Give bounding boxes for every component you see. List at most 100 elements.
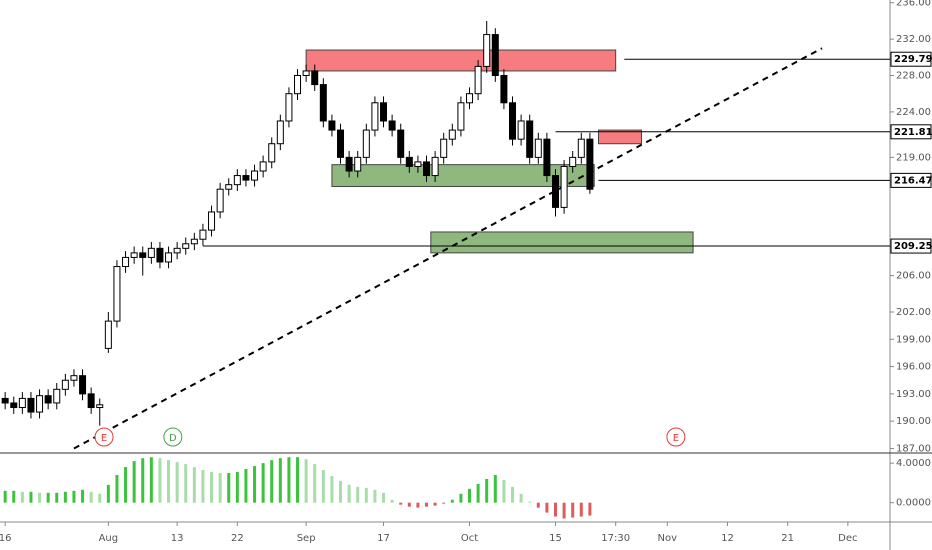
oscillator-bar — [149, 457, 153, 503]
oscillator-bar — [141, 458, 145, 503]
oscillator-bar — [12, 490, 16, 503]
oscillator-bar — [132, 461, 136, 503]
price-label-box — [890, 51, 932, 67]
candle-body — [569, 156, 577, 167]
oscillator-bar — [210, 472, 214, 503]
oscillator-bar — [399, 502, 403, 505]
event-marker — [666, 427, 686, 447]
candle-body — [423, 161, 431, 177]
oscillator-bar — [175, 462, 179, 503]
oscillator-bar — [321, 470, 325, 503]
candle-body — [311, 70, 319, 86]
candle-body — [53, 388, 61, 404]
candle-body — [500, 75, 508, 104]
candle-body — [440, 138, 448, 158]
oscillator-bar — [511, 486, 515, 503]
candle-body — [509, 102, 517, 140]
y-tick-label: 196.00 — [896, 362, 931, 373]
price-label-box — [890, 238, 932, 254]
oscillator-bar — [304, 459, 308, 503]
oscillator-bar — [106, 484, 110, 503]
candle-body — [354, 156, 362, 172]
y-tick-label: 190.00 — [896, 416, 931, 427]
zone — [430, 231, 694, 254]
candle-body — [27, 397, 35, 413]
oscillator-bar — [588, 502, 592, 516]
y-tick-label: 187.00 — [896, 443, 931, 454]
candle-body — [79, 375, 87, 395]
candle-body — [526, 120, 534, 158]
x-tick-label: Aug — [99, 533, 119, 544]
candle-body — [182, 243, 190, 249]
candle-body — [483, 34, 491, 67]
candle-body — [397, 129, 405, 158]
oscillator-bar — [89, 491, 93, 503]
candle-body — [96, 404, 104, 409]
y-tick-label: 206.00 — [896, 271, 931, 282]
event-marker — [94, 427, 114, 447]
candle-body — [345, 156, 353, 172]
oscillator-bar — [29, 491, 33, 503]
oscillator-bar — [98, 493, 102, 503]
candle-body — [1, 397, 9, 404]
price-label-box — [890, 172, 932, 188]
candle-body — [104, 320, 112, 349]
zone — [331, 164, 595, 187]
oscillator-bar — [46, 492, 50, 503]
zone — [597, 129, 642, 145]
oscillator-bar — [3, 490, 7, 503]
candle-body — [44, 395, 52, 404]
candle-body — [259, 161, 267, 172]
candle-body — [233, 175, 241, 186]
candle-body — [448, 129, 456, 140]
oscillator-bar — [433, 502, 437, 506]
x-tick-label: 17 — [377, 533, 390, 544]
candle-body — [362, 129, 370, 158]
candle-body — [560, 165, 568, 208]
candle-body — [199, 229, 207, 240]
candle-body — [173, 247, 181, 254]
candle-body — [147, 247, 155, 258]
event-label: E — [101, 433, 107, 444]
x-tick-label: Sep — [297, 533, 316, 544]
y-tick-label: 199.00 — [896, 334, 931, 345]
oscillator-bar — [493, 474, 497, 503]
oscillator-bar — [184, 464, 188, 503]
oscillator-bar — [407, 502, 411, 507]
oscillator-bar — [416, 502, 420, 508]
oscillator-bar — [270, 460, 274, 503]
candle-body — [190, 238, 198, 245]
candle-body — [294, 75, 302, 95]
oscillator-bar — [364, 487, 368, 503]
oscillator-bar — [382, 492, 386, 503]
candle-body — [371, 102, 379, 131]
candle-body — [586, 138, 594, 190]
oscillator-bar — [278, 458, 282, 503]
x-tick-label: 12 — [721, 533, 734, 544]
candle-body — [10, 402, 18, 409]
x-tick-label: 13 — [171, 533, 184, 544]
price-label: 209.25 — [894, 241, 932, 252]
candle-body — [337, 129, 345, 158]
x-tick-label: 22 — [231, 533, 244, 544]
candle-body — [242, 175, 250, 181]
oscillator-bar — [356, 486, 360, 503]
oscillator-bar — [528, 501, 532, 503]
oscillator-bar — [468, 488, 472, 503]
candle-body — [251, 170, 259, 181]
oscillator-bar — [81, 489, 85, 503]
oscillator-bar — [459, 493, 463, 503]
y-tick-label: 232.00 — [896, 34, 931, 45]
candle-body — [156, 247, 164, 263]
candle-body — [165, 252, 173, 263]
candle-body — [414, 161, 422, 167]
candle-body — [328, 120, 336, 131]
oscillator-bar — [244, 469, 248, 503]
oscillator-bar — [339, 480, 343, 503]
candle-body — [543, 138, 551, 177]
oscillator-bar — [287, 457, 291, 503]
y-tick-label: 236.00 — [896, 0, 931, 9]
candle-body — [18, 397, 26, 409]
oscillator-bar — [545, 502, 549, 513]
